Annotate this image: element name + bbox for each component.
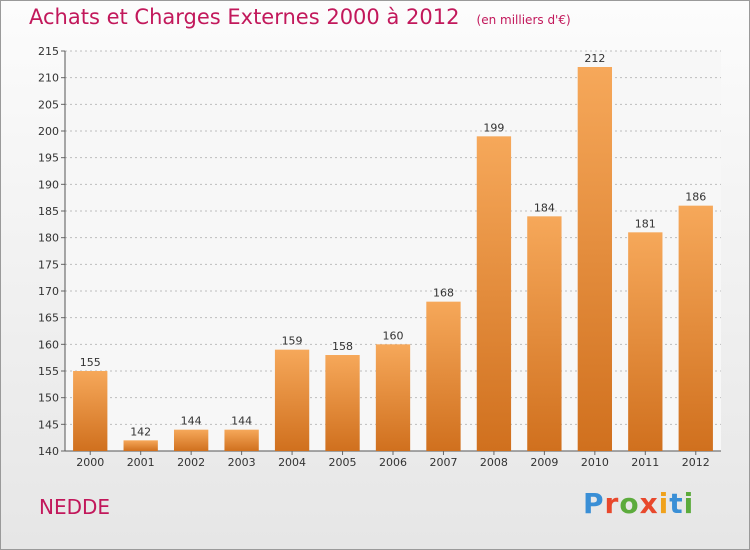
x-tick-label: 2003	[228, 456, 256, 469]
title-row: Achats et Charges Externes 2000 à 2012 (…	[29, 5, 571, 29]
y-tick-label: 190	[38, 178, 59, 191]
logo-letter: i	[658, 487, 670, 520]
x-tick-label: 2012	[682, 456, 710, 469]
data-label: 184	[534, 201, 555, 214]
y-tick-label: 145	[38, 418, 59, 431]
data-label: 144	[231, 415, 252, 428]
chart-unit: (en milliers d'€)	[476, 13, 571, 27]
data-label: 142	[130, 425, 151, 438]
y-tick-label: 150	[38, 392, 59, 405]
bar	[527, 216, 562, 451]
logo-letter: t	[669, 487, 684, 520]
data-label: 168	[433, 287, 454, 300]
x-tick-label: 2005	[329, 456, 357, 469]
chart-title: Achats et Charges Externes 2000 à 2012	[29, 5, 460, 29]
y-tick-label: 160	[38, 338, 59, 351]
logo-letter: x	[639, 487, 659, 520]
proxiti-logo[interactable]: Proxiti	[583, 487, 694, 520]
y-tick-label: 185	[38, 205, 59, 218]
y-tick-label: 215	[38, 45, 59, 58]
y-tick-label: 180	[38, 232, 59, 245]
y-tick-label: 155	[38, 365, 59, 378]
y-tick-label: 165	[38, 312, 59, 325]
x-tick-label: 2000	[76, 456, 104, 469]
bar	[426, 301, 461, 451]
bar	[325, 355, 360, 451]
x-tick-label: 2009	[530, 456, 558, 469]
data-label: 144	[181, 415, 202, 428]
x-tick-label: 2001	[127, 456, 155, 469]
bar	[577, 67, 613, 451]
data-label: 160	[383, 329, 404, 342]
x-tick-label: 2008	[480, 456, 508, 469]
logo-letter: o	[619, 487, 640, 520]
data-label: 186	[685, 191, 706, 204]
y-tick-label: 195	[38, 152, 59, 165]
bar	[224, 429, 259, 451]
y-tick-label: 170	[38, 285, 59, 298]
data-label: 199	[483, 121, 504, 134]
x-tick-label: 2002	[177, 456, 205, 469]
y-tick-label: 205	[38, 98, 59, 111]
bar	[375, 344, 411, 451]
x-tick-label: 2010	[581, 456, 609, 469]
data-label: 158	[332, 340, 353, 353]
bar	[73, 371, 108, 451]
bar	[476, 136, 512, 452]
y-tick-label: 140	[38, 445, 59, 458]
logo-letter: P	[583, 487, 605, 520]
data-label: 155	[80, 356, 101, 369]
data-label: 181	[635, 217, 656, 230]
x-tick-label: 2006	[379, 456, 407, 469]
commune-name: NEDDE	[39, 495, 111, 519]
bar	[628, 232, 663, 451]
y-tick-label: 200	[38, 125, 59, 138]
y-tick-label: 175	[38, 258, 59, 271]
bar	[274, 349, 310, 451]
bar	[123, 440, 158, 451]
bar	[173, 429, 209, 451]
x-tick-label: 2011	[631, 456, 659, 469]
x-tick-label: 2007	[429, 456, 457, 469]
logo-letter: i	[683, 487, 695, 520]
data-label: 159	[282, 335, 303, 348]
y-tick-label: 210	[38, 72, 59, 85]
logo-letter: r	[604, 487, 620, 520]
data-label: 212	[584, 52, 605, 65]
bar	[678, 205, 713, 451]
x-tick-label: 2004	[278, 456, 306, 469]
